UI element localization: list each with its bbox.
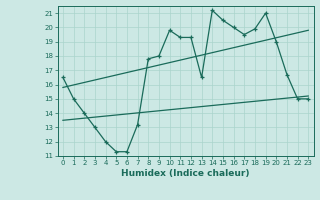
X-axis label: Humidex (Indice chaleur): Humidex (Indice chaleur) [121,169,250,178]
